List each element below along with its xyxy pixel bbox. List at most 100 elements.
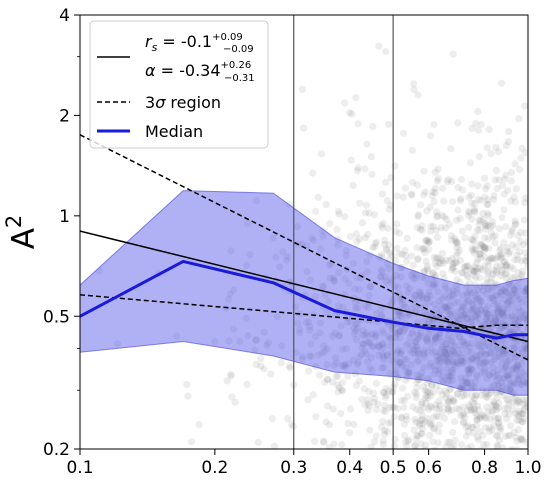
scatter-point [306, 323, 314, 331]
scatter-point [470, 306, 478, 314]
scatter-point [395, 334, 404, 342]
scatter-point [452, 237, 460, 245]
scatter-point [400, 356, 408, 364]
scatter-point [406, 333, 414, 341]
scatter-point [512, 433, 520, 441]
scatter-point [420, 167, 428, 175]
scatter-point [433, 177, 441, 185]
scatter-point [450, 343, 458, 351]
scatter-point [475, 153, 483, 161]
scatter-point [464, 444, 472, 449]
scatter-point [396, 296, 404, 304]
scatter-point [334, 381, 342, 389]
scatter-point [320, 437, 328, 445]
scatter-point [517, 380, 525, 388]
scatter-point [417, 304, 425, 312]
scatter-point [276, 263, 284, 271]
scatter-point [227, 247, 235, 255]
scatter-point [482, 305, 490, 313]
scatter-point [490, 372, 498, 380]
scatter-point [450, 442, 458, 449]
scatter-point [400, 420, 408, 428]
scatter-point [354, 304, 362, 312]
scatter-point [496, 251, 504, 259]
scatter-point [464, 314, 472, 323]
scatter-point [468, 398, 476, 406]
scatter-point [516, 295, 525, 303]
scatter-point [410, 80, 418, 88]
scatter-point [468, 382, 477, 390]
scatter-point [472, 317, 480, 325]
scatter-point [494, 308, 502, 317]
scatter-point [493, 346, 501, 354]
scatter-point [412, 390, 420, 398]
scatter-point [318, 349, 326, 357]
scatter-point [443, 307, 451, 315]
scatter-point [503, 299, 511, 307]
scatter-point [476, 250, 484, 258]
scatter-point [329, 405, 337, 413]
scatter-point [470, 205, 478, 213]
scatter-point [454, 451, 461, 458]
scatter-point [432, 335, 440, 343]
scatter-point [449, 264, 457, 272]
scatter-point [184, 392, 192, 400]
scatter-point [514, 397, 522, 405]
scatter-point [391, 435, 399, 444]
scatter-point [312, 207, 320, 215]
scatter-point [506, 379, 514, 387]
scatter-point [427, 222, 435, 230]
scatter-point [421, 308, 429, 316]
scatter-point [367, 443, 375, 449]
scatter-point [517, 435, 525, 443]
scatter-point [492, 291, 500, 299]
scatter-point [506, 431, 514, 439]
scatter-point [511, 221, 519, 229]
scatter-point [352, 93, 360, 102]
scatter-point [355, 285, 363, 293]
scatter-point [430, 370, 438, 378]
scatter-point [453, 243, 461, 251]
scatter-point [430, 424, 438, 432]
scatter-point [424, 394, 432, 402]
scatter-point [439, 378, 447, 386]
scatter-point [474, 433, 482, 441]
scatter-point [448, 291, 456, 299]
scatter-point [377, 450, 384, 457]
scatter-point [335, 207, 343, 215]
scatter-point [507, 386, 515, 394]
scatter-point [489, 222, 497, 230]
scatter-point [379, 417, 387, 425]
scatter-point [515, 426, 523, 434]
scatter-point [335, 210, 343, 218]
scatter-point [515, 372, 524, 380]
scatter-point [418, 411, 426, 419]
scatter-point [378, 268, 386, 276]
scatter-point [511, 320, 519, 328]
scatter-point [413, 447, 420, 449]
scatter-point [435, 333, 443, 341]
scatter-point [475, 427, 483, 435]
scatter-point [496, 305, 504, 313]
scatter-point [414, 91, 422, 99]
scatter-point [429, 349, 437, 357]
scatter-point [464, 291, 472, 300]
scatter-point [434, 254, 442, 262]
scatter-point [405, 369, 413, 377]
scatter-point [464, 298, 472, 306]
scatter-point [312, 413, 320, 421]
scatter-point [492, 403, 500, 411]
scatter-point [499, 308, 507, 316]
scatter-point [413, 378, 421, 386]
scatter-point [524, 344, 528, 352]
scatter-point [408, 328, 416, 336]
scatter-point [495, 399, 503, 407]
scatter-point [417, 329, 425, 337]
scatter-point [521, 287, 528, 296]
scatter-point [438, 391, 446, 399]
scatter-point [515, 275, 523, 283]
scatter-point [358, 271, 366, 279]
scatter-point [468, 339, 476, 347]
scatter-point [351, 285, 359, 293]
scatter-point [459, 403, 467, 411]
